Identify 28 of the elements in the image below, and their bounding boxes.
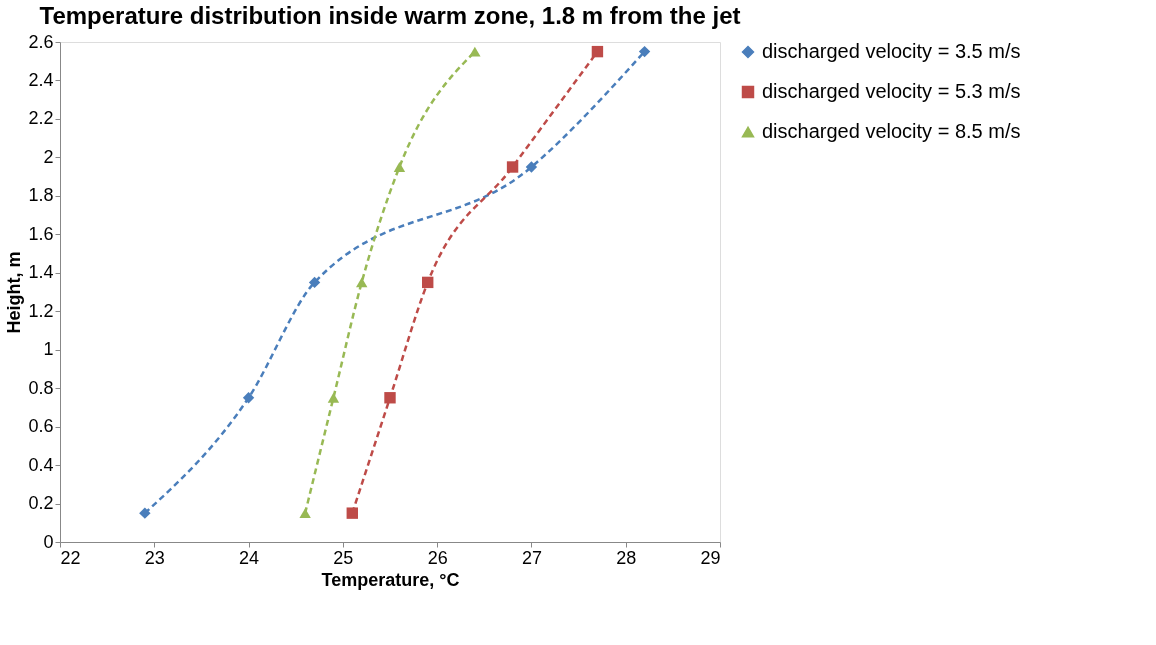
y-tick-label: 0.2 [28, 493, 54, 514]
y-tick-label: 2.4 [28, 69, 54, 90]
x-tick-label: 28 [616, 547, 637, 568]
y-tick-label: 1.2 [28, 300, 54, 321]
x-tick-label: 23 [144, 547, 165, 568]
y-tick-label: 2.6 [28, 31, 54, 52]
x-tick-label: 25 [333, 547, 354, 568]
legend-label: discharged velocity = 3.5 m/s [762, 40, 1021, 62]
y-tick-label: 0.6 [28, 416, 54, 437]
x-tick-label: 27 [521, 547, 542, 568]
x-tick-label: 22 [60, 547, 81, 568]
y-tick-label: 2.2 [28, 108, 54, 129]
legend-label: discharged velocity = 8.5 m/s [762, 120, 1021, 142]
y-tick-label: 0.8 [28, 377, 54, 398]
x-tick-label: 29 [700, 547, 721, 568]
y-tick-label: 0.4 [28, 454, 54, 475]
y-tick-label: 2 [43, 146, 54, 167]
y-tick-label: 0 [43, 531, 54, 552]
legend-label: discharged velocity = 5.3 m/s [762, 80, 1021, 102]
x-tick-label: 24 [239, 547, 260, 568]
x-tick-label: 26 [427, 547, 448, 568]
y-axis-title: Height, m [4, 251, 25, 334]
y-tick-label: 1.4 [28, 262, 54, 283]
y-tick-label: 1.6 [28, 223, 54, 244]
y-tick-label: 1 [43, 339, 54, 360]
y-tick-label: 1.8 [28, 185, 54, 206]
x-axis-title: Temperature, °C [321, 569, 460, 590]
chart-title: Temperature distribution inside warm zone, 1.8 m from the jet [39, 2, 741, 29]
